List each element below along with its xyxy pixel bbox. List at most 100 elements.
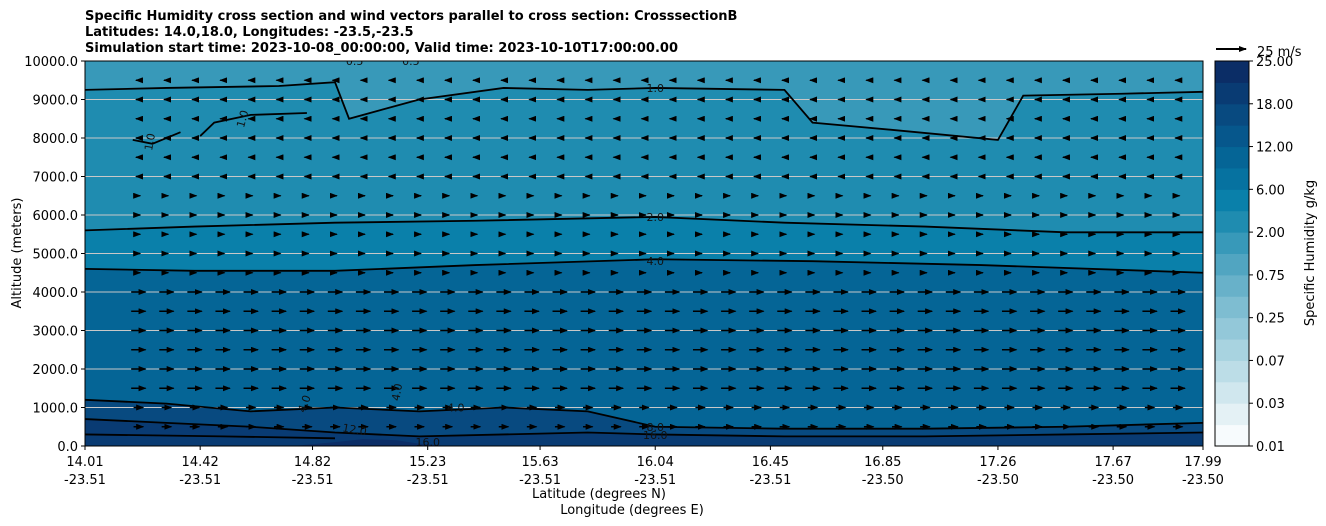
colorbar-swatch-8	[1215, 253, 1249, 276]
colorbar-tick-label-4: 0.75	[1256, 269, 1285, 284]
x-tick-label-lat-4: 15.63	[521, 455, 558, 470]
colorbar-swatch-15	[1215, 103, 1249, 126]
y-tick-label-4: 4000.0	[33, 286, 79, 301]
contour-labels: 1.0 1.0 1.0 2.0 4.0 4.0 4.0 4.0 8.0 12.0 16.0 16.0 0…	[142, 55, 668, 449]
colorbar-swatch-0	[1215, 424, 1249, 447]
contour-line-2.0	[85, 216, 1203, 234]
contour-label-5: 4.0	[295, 393, 313, 414]
contour-line-1.0-loop-b	[199, 112, 307, 137]
x-tick-label-lat-6: 16.45	[752, 455, 789, 470]
y-axis: 0.0 1000.0 2000.0 3000.0 4000.0 5000.0 6000.0 7…	[24, 55, 85, 455]
colorbar-swatch-5	[1215, 317, 1249, 340]
x-tick-label-lon-7: -23.50	[862, 473, 904, 488]
x-tick-label-lon-2: -23.51	[292, 473, 334, 488]
x-tick-label-lon-6: -23.51	[749, 473, 791, 488]
colorbar-swatch-14	[1215, 125, 1249, 148]
colorbar-swatch-2	[1215, 381, 1249, 404]
contour-line-8.0	[85, 398, 1203, 430]
colorbar-frame	[1214, 60, 1250, 447]
colorbar-tick-label-8: 18.00	[1256, 98, 1293, 113]
x-axis: 14.01 -23.51 14.42 -23.51 14.82 -23.51 15.23 -2…	[64, 446, 1224, 488]
x-axis-label-longitude: Longitude (degrees E)	[560, 503, 704, 518]
x-tick-label-lat-0: 14.01	[66, 455, 103, 470]
x-tick-label-lon-9: -23.50	[1092, 473, 1134, 488]
y-tick-label-0: 0.0	[57, 440, 78, 455]
colorbar-swatch-17	[1215, 61, 1249, 83]
colorbar-swatch-10	[1215, 210, 1249, 233]
wind-reference-label: 25 m/s	[1257, 45, 1302, 60]
contour-label-0: 1.0	[646, 82, 664, 95]
x-tick-label-lat-2: 14.82	[294, 455, 331, 470]
colorbar-tick-label-0: 0.01	[1256, 440, 1285, 455]
colorbar-swatch-9	[1215, 232, 1249, 254]
contour-label-8: 8.0	[646, 421, 664, 434]
x-tick-label-lon-3: -23.51	[407, 473, 449, 488]
humidity-band-4g	[85, 259, 1203, 446]
colorbar-swatch-16	[1215, 82, 1249, 105]
humidity-band-16g	[292, 439, 448, 446]
x-tick-label-lat-9: 17.67	[1095, 455, 1132, 470]
x-tick-label-lon-5: -23.51	[634, 473, 676, 488]
colorbar-tick-label-5: 2.00	[1256, 226, 1285, 241]
colorbar-swatch-3	[1215, 360, 1249, 383]
contour-label-4: 4.0	[646, 255, 664, 268]
colorbar-swatch-1	[1215, 403, 1249, 426]
plot-area: 1.0 1.0 1.0 2.0 4.0 4.0 4.0 4.0 8.0 12.0 16.0 16.0 0…	[85, 55, 1203, 449]
contour-line-1.0-loop-a	[132, 131, 181, 145]
contour-label-10: 16.0	[643, 429, 668, 442]
x-tick-label-lat-7: 16.85	[864, 455, 901, 470]
contour-label-2: 1.0	[142, 132, 158, 151]
contour-label-7: 4.0	[447, 402, 465, 415]
x-tick-label-lat-10: 17.99	[1184, 455, 1221, 470]
y-tick-label-1: 1000.0	[33, 402, 79, 417]
y-tick-label-3: 3000.0	[33, 325, 79, 340]
x-tick-label-lon-0: -23.51	[64, 473, 106, 488]
y-tick-label-8: 8000.0	[33, 132, 79, 147]
x-tick-label-lon-10: -23.50	[1182, 473, 1224, 488]
x-tick-label-lon-1: -23.51	[179, 473, 221, 488]
colorbar-tick-label-7: 12.00	[1256, 141, 1293, 156]
colorbar-swatch-13	[1215, 146, 1249, 169]
x-tick-label-lat-5: 16.04	[637, 455, 674, 470]
x-tick-label-lat-1: 14.42	[182, 455, 219, 470]
x-tick-label-lat-8: 17.26	[979, 455, 1016, 470]
x-tick-label-lon-8: -23.50	[977, 473, 1019, 488]
y-tick-label-7: 7000.0	[33, 171, 79, 186]
title-line-3: Simulation start time: 2023-10-08_00:00:…	[85, 41, 678, 56]
colorbar-tick-label-9: 25.00	[1256, 55, 1293, 70]
contour-label-9: 12.0	[341, 421, 367, 438]
colorbar: 0.01 0.03 0.07 0.25 0.75 2.00 6.00 12.00 18.00 25…	[1214, 55, 1293, 455]
colorbar-swatch-4	[1215, 339, 1249, 361]
contour-label-6: 4.0	[389, 382, 405, 401]
title-line-1: Specific Humidity cross section and wind…	[85, 9, 738, 24]
contour-line-16.0	[85, 433, 336, 440]
colorbar-swatch-6	[1215, 296, 1249, 319]
x-tick-label-lon-4: -23.51	[519, 473, 561, 488]
x-tick-label-lat-3: 15.23	[409, 455, 446, 470]
y-tick-label-2: 2000.0	[33, 363, 79, 378]
contour-line-12.0	[85, 418, 1203, 438]
wind-reference-key: 25 m/s	[1216, 45, 1302, 60]
contour-label-3: 2.0	[646, 211, 664, 224]
wind-vectors	[131, 77, 1186, 430]
title-line-2: Latitudes: 14.0,18.0, Longitudes: -23.5,…	[85, 25, 414, 40]
colorbar-tick-label-1: 0.03	[1256, 397, 1285, 412]
y-tick-label-6: 6000.0	[33, 209, 79, 224]
x-axis-label-latitude: Latitude (degrees N)	[532, 487, 666, 502]
contour-label-11: 16.0	[415, 436, 440, 449]
colorbar-tick-label-2: 0.07	[1256, 354, 1285, 369]
colorbar-tick-label-3: 0.25	[1256, 312, 1285, 327]
colorbar-swatch-7	[1215, 274, 1249, 297]
colorbar-swatch-11	[1215, 189, 1249, 212]
contour-label-12: 0.5	[346, 55, 364, 68]
y-tick-label-9: 9000.0	[33, 94, 79, 109]
colorbar-swatch-12	[1215, 167, 1249, 190]
y-tick-label-5: 5000.0	[33, 248, 79, 263]
contour-label-1: 1.0	[234, 109, 251, 129]
y-axis-label: Altitude (meters)	[10, 198, 25, 309]
y-tick-label-10: 10000.0	[24, 55, 78, 70]
chart-title: Specific Humidity cross section and wind…	[85, 9, 737, 57]
contour-label-13: 0.5	[402, 55, 420, 68]
colorbar-label: Specific Humidity g/kg	[1303, 180, 1318, 326]
